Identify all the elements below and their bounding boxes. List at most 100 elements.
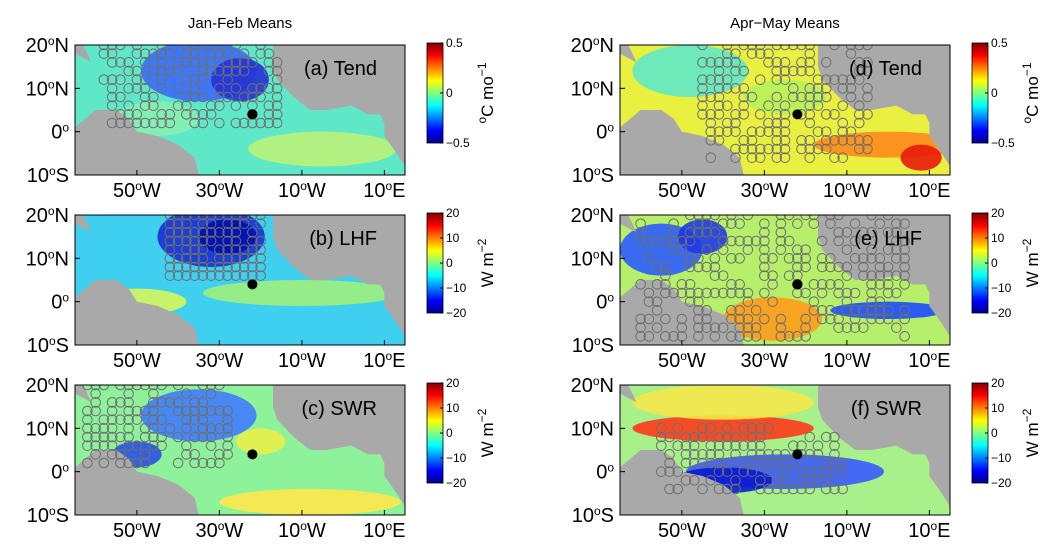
stipple-circle [148, 388, 159, 399]
stipple-circle [721, 440, 733, 451]
stipple-circle [189, 83, 200, 94]
stipple-circle [238, 57, 250, 68]
stipple-circle [222, 74, 233, 85]
stipple-circle [672, 483, 684, 495]
stipple-circle [796, 65, 807, 77]
stipple-circle [726, 279, 737, 290]
stipple-circle [787, 83, 799, 94]
stipple-circle [800, 253, 811, 264]
stipple-circle [763, 57, 774, 68]
stipple [164, 215, 266, 281]
stipple-circle [82, 414, 93, 425]
land-africa [273, 45, 405, 167]
stipple-circle [705, 126, 717, 137]
stipple-circle [804, 117, 816, 129]
stipple-circle [783, 331, 795, 342]
x-tick-label: 50oW [658, 179, 706, 202]
stipple-circle [205, 227, 217, 238]
stipple-circle [115, 397, 126, 408]
stipple-circle [106, 431, 118, 443]
stipple-circle [197, 270, 209, 281]
stipple-circle [90, 440, 101, 451]
stipple-circle [734, 331, 745, 342]
stipple-circle [189, 431, 200, 443]
x-tick-label: 10oE [908, 179, 950, 202]
stipple-circle [131, 48, 143, 59]
stipple-circle [205, 405, 217, 417]
stipple-circle [214, 457, 225, 469]
stipple-circle [222, 244, 233, 255]
stipple-circle [820, 83, 832, 94]
stipple-circle [862, 135, 873, 146]
stipple-circle [746, 423, 758, 434]
stipple-circle [255, 244, 266, 255]
stipple-circle [820, 135, 832, 146]
stipple-circle [853, 100, 865, 111]
stipple-circle [189, 253, 200, 264]
stipple-circle [701, 261, 712, 273]
stipple-circle [148, 397, 159, 408]
panel-c: (c) SWR 20oN 10oN 0o 10oS 50oW 30oW 10oW 10oE 20 1… [26, 374, 497, 542]
stipple-circle [734, 287, 745, 299]
stipple-circle [214, 48, 225, 59]
stipple-circle [651, 305, 663, 316]
stipple-circle [709, 270, 721, 281]
stipple-circle [750, 331, 762, 342]
stipple-circle [181, 253, 192, 264]
stipple-circle [853, 65, 865, 77]
stipple-circle [205, 440, 217, 451]
stipple-circle [222, 218, 233, 229]
stipple-circle [139, 74, 151, 85]
stipple-circle [804, 91, 816, 103]
stipple-circle [697, 423, 708, 434]
land-caribbean [75, 45, 92, 63]
stipple-circle [763, 449, 774, 460]
stipple-circle [263, 83, 275, 94]
stipple-circle [131, 440, 143, 451]
stipple-circle [771, 126, 783, 137]
stipple-circle [156, 397, 167, 408]
stipple-circle [156, 440, 167, 451]
land-caribbean [75, 385, 92, 403]
stipple-circle [779, 117, 791, 129]
x-tick-label: 30oW [740, 349, 788, 372]
stipple-circle [899, 261, 910, 273]
stipple-circle [688, 431, 700, 443]
stipple-circle [238, 65, 250, 77]
stipple-circle [148, 100, 159, 111]
stipple-circle [181, 235, 192, 247]
y-tick-label: 10oS [572, 334, 614, 357]
stipple-circle [271, 65, 283, 77]
stipple-circle [829, 483, 840, 495]
stipple-circle [816, 261, 828, 273]
stipple-circle [98, 431, 110, 443]
stipple-circle [713, 91, 725, 103]
y-tick-label: 10oN [571, 417, 614, 440]
land-south-america [620, 110, 744, 175]
stipple-circle [181, 91, 192, 103]
stipple-circle [713, 74, 725, 85]
stipple-circle [660, 287, 671, 299]
stipple-circle [635, 313, 646, 325]
y-tick-label: 20oN [26, 204, 69, 227]
stipple-circle [812, 74, 824, 85]
colorbar-tick-label: 0 [446, 256, 453, 270]
stipple-circle [845, 135, 857, 146]
stipple-circle [841, 322, 853, 333]
stipple-circle [796, 135, 807, 146]
stipple-circle [197, 74, 209, 85]
stipple-circle [263, 109, 275, 120]
stipple-circle [899, 331, 910, 342]
stipple-circle [214, 215, 225, 221]
stipple-circle [115, 414, 126, 425]
land-africa [818, 215, 950, 337]
stipple-circle [849, 305, 861, 316]
stipple-circle [891, 270, 902, 281]
stipple-circle [90, 388, 101, 399]
stipple-circle [643, 296, 655, 307]
stipple-circle [899, 313, 910, 325]
stipple-circle [271, 83, 283, 94]
stipple-circle [106, 440, 118, 451]
stipple-circle [841, 227, 853, 238]
stipple-circle [98, 74, 110, 85]
